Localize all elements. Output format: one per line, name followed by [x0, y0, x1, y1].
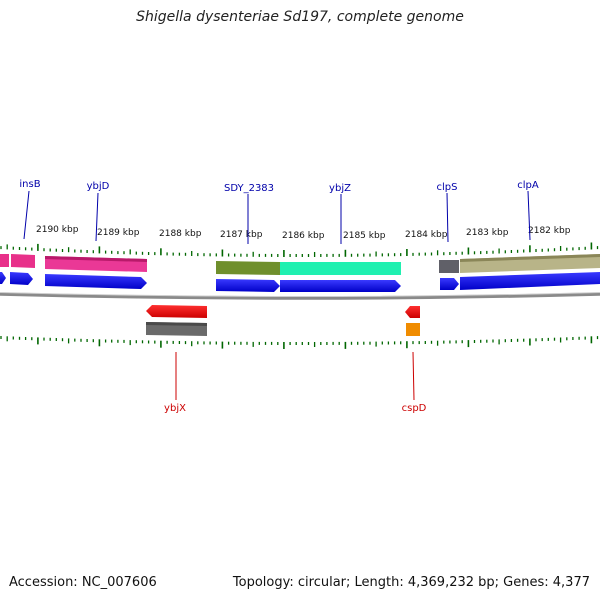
gene-label-clps: clpS: [437, 182, 458, 193]
genome-backbone: [0, 292, 600, 300]
feature-bar-ybjz: [280, 262, 401, 275]
leader-line-ybjd: [95, 192, 99, 242]
feature-bar-insb: [11, 254, 35, 268]
map-title: Shigella dysenteriae Sd197, complete gen…: [136, 9, 464, 25]
accession-text: Accession: NC_007606: [9, 575, 157, 590]
ruler-label-2189: 2189 kbp: [97, 228, 140, 238]
feature-bar-ybjd-shade: [45, 256, 147, 262]
gene-label-sdy2383: SDY_2383: [224, 183, 274, 194]
gene-label-cspd: cspD: [402, 403, 427, 414]
leader-line-cspd: [412, 351, 415, 401]
ruler-label-2188: 2188 kbp: [159, 229, 202, 239]
gene-label-ybjx: ybjX: [164, 403, 186, 414]
topology-text: Topology: circular; Length: 4,369,232 bp…: [232, 575, 590, 590]
feature-bar-ybjx-shade: [146, 322, 207, 326]
ruler-label-2184: 2184 kbp: [405, 230, 448, 240]
gene-label-ybjz: ybjZ: [329, 183, 351, 194]
forward-cds-arrow-ybjz: [280, 280, 401, 292]
ruler-label-2186: 2186 kbp: [282, 231, 325, 241]
gene-label-ybjd: ybjD: [87, 181, 110, 192]
feature-bar-clps: [439, 260, 459, 273]
ruler-label-2183: 2183 kbp: [466, 228, 509, 238]
ruler-label-2185: 2185 kbp: [343, 231, 386, 241]
leader-line-clpa: [527, 190, 531, 241]
forward-cds-arrow-insb-left: [0, 272, 6, 284]
reverse-cds-arrows: [146, 305, 420, 318]
label-leader-lines: [23, 190, 531, 401]
forward-cds-arrows: [0, 272, 600, 292]
leader-line-insb: [23, 190, 30, 240]
ruler-labels: 2190 kbp 2189 kbp 2188 kbp 2187 kbp 2186…: [36, 225, 571, 241]
reverse-cds-arrow-cspd: [405, 306, 420, 318]
reverse-feature-bars: [146, 322, 420, 336]
gene-label-insb: insB: [19, 179, 40, 190]
forward-cds-arrow-clpa: [460, 272, 600, 290]
feature-bar-sdy2383: [216, 261, 280, 275]
forward-cds-arrow-insb: [10, 272, 33, 285]
gene-labels: insB ybjD SDY_2383 ybjZ clpS clpA ybjX c…: [19, 179, 538, 414]
forward-cds-arrow-sdy2383: [216, 279, 280, 292]
gene-label-clpa: clpA: [517, 180, 539, 191]
inner-tick-ring: [0, 336, 599, 349]
leader-line-clps: [446, 192, 449, 243]
forward-cds-arrow-ybjd: [45, 274, 147, 289]
genome-backbone-highlight: [0, 292, 600, 297]
feature-bar-clpa-shade: [460, 254, 600, 262]
ruler-label-2182: 2182 kbp: [528, 226, 571, 236]
feature-bar-cspd: [406, 323, 420, 336]
forward-cds-arrow-clps: [440, 278, 459, 290]
reverse-cds-arrow-ybjx: [146, 305, 207, 318]
forward-feature-bars: [0, 254, 600, 275]
outer-tick-ring: [0, 242, 599, 257]
feature-bar-insb-left: [0, 254, 9, 267]
ruler-label-2190: 2190 kbp: [36, 225, 79, 235]
ruler-label-2187: 2187 kbp: [220, 230, 263, 240]
